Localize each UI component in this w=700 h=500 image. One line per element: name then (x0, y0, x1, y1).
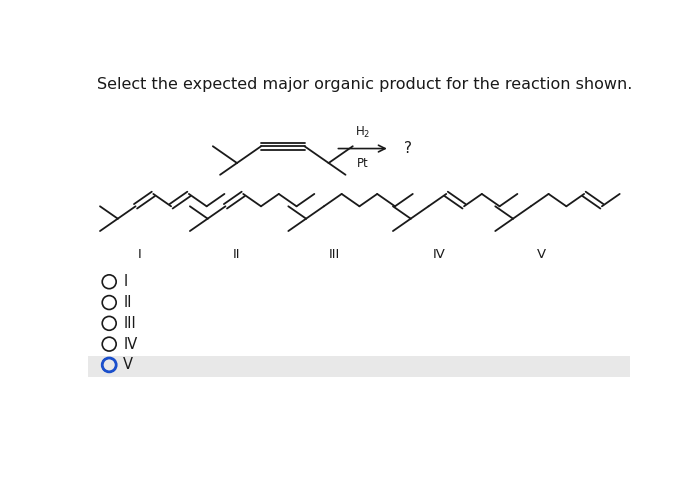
Text: IV: IV (433, 248, 446, 260)
Text: II: II (123, 295, 132, 310)
Text: V: V (537, 248, 546, 260)
Text: I: I (123, 274, 127, 289)
Text: H$_2$: H$_2$ (355, 125, 370, 140)
FancyBboxPatch shape (88, 356, 630, 377)
Text: ?: ? (404, 141, 412, 156)
Text: Select the expected major organic product for the reaction shown.: Select the expected major organic produc… (97, 77, 632, 92)
Text: III: III (123, 316, 136, 331)
Text: Pt: Pt (357, 157, 368, 170)
Text: I: I (137, 248, 141, 260)
Text: II: II (232, 248, 240, 260)
Text: III: III (329, 248, 340, 260)
Text: IV: IV (123, 336, 137, 351)
Text: V: V (123, 358, 133, 372)
